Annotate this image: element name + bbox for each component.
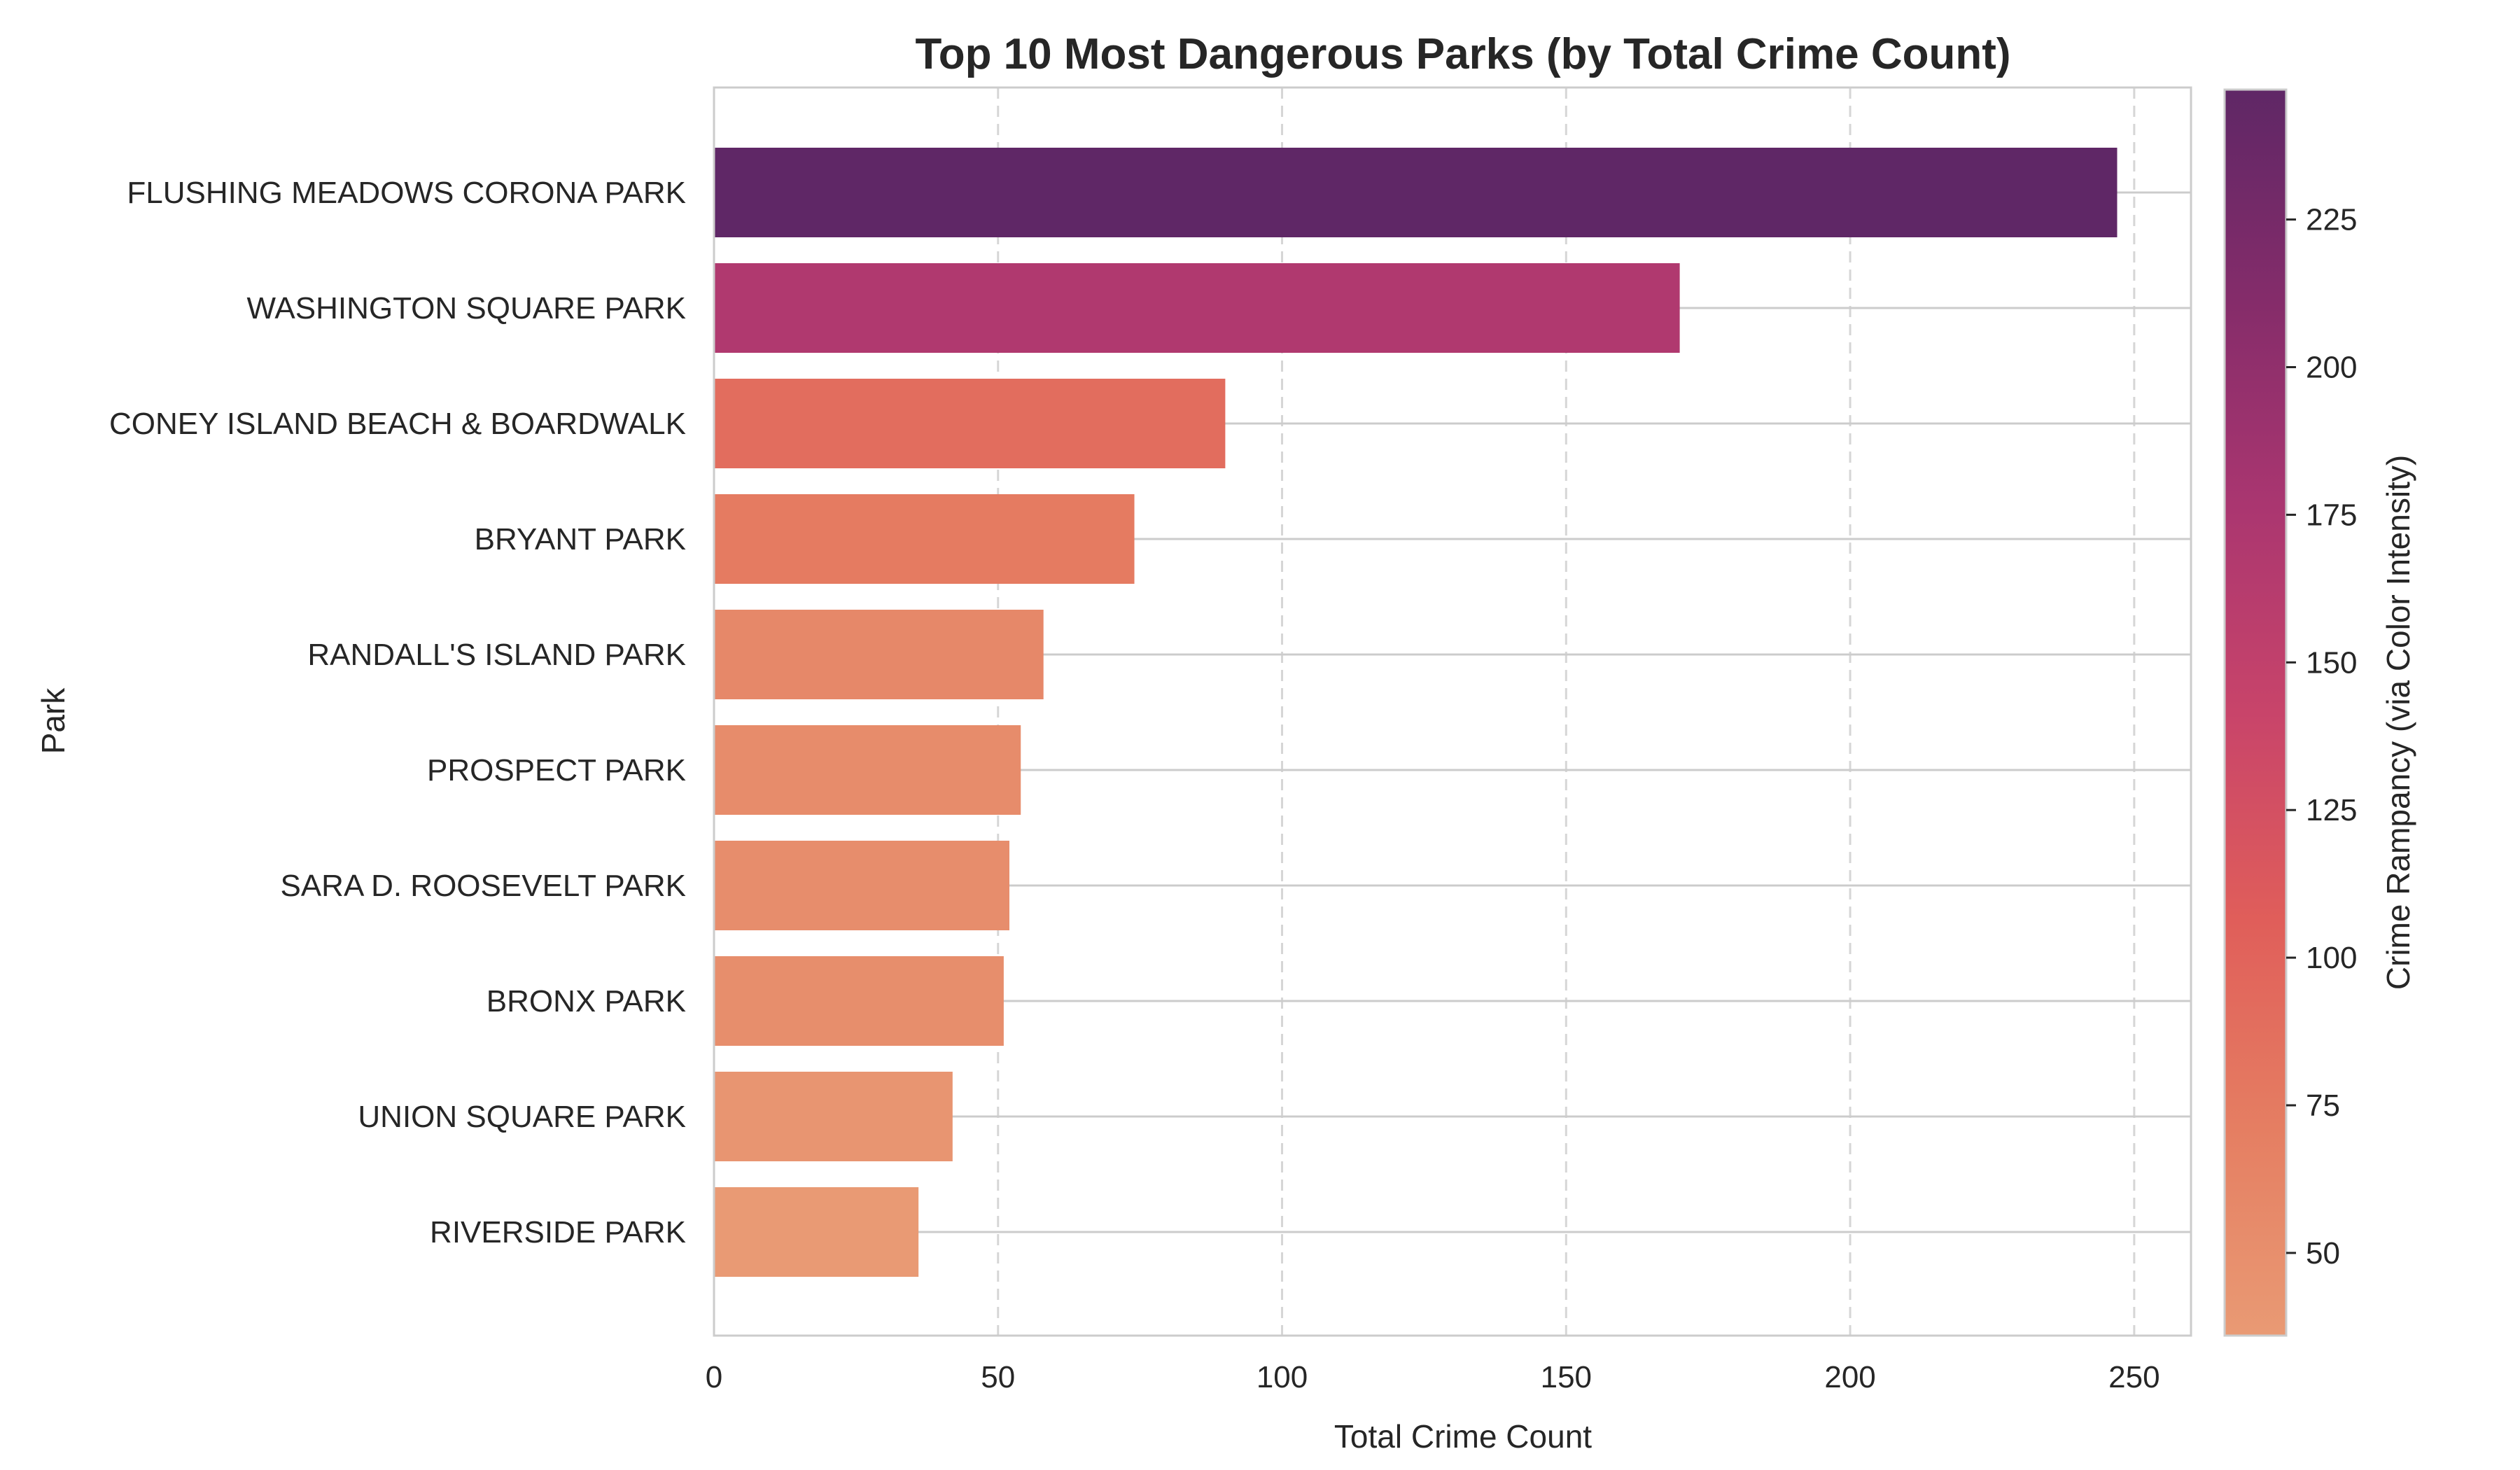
x-tick-label: 100	[1256, 1360, 1308, 1394]
x-tick-label: 200	[1824, 1360, 1875, 1394]
plot-area	[713, 86, 2192, 1337]
x-tick-label: 50	[981, 1360, 1015, 1394]
plot-frame	[713, 86, 2192, 1337]
bar	[714, 148, 2118, 237]
bar	[714, 494, 1135, 584]
bar	[714, 956, 1004, 1046]
y-axis-label: Park	[35, 687, 71, 755]
category-label: CONEY ISLAND BEACH & BOARDWALK	[109, 407, 686, 441]
bar	[714, 263, 1680, 353]
bar	[714, 841, 1009, 930]
category-label: UNION SQUARE PARK	[358, 1100, 686, 1134]
category-label: SARA D. ROOSEVELT PARK	[280, 869, 686, 903]
colorbar-gradient	[2225, 90, 2286, 1336]
x-tick-label: 150	[1541, 1360, 1592, 1394]
x-tick-label: 250	[2108, 1360, 2160, 1394]
bars	[714, 148, 2118, 1277]
colorbar-tick-label: 150	[2306, 645, 2357, 680]
colorbar-tick-label: 50	[2306, 1236, 2340, 1270]
chart-title: Top 10 Most Dangerous Parks (by Total Cr…	[915, 30, 2010, 78]
category-label: BRYANT PARK	[475, 522, 686, 556]
category-label: FLUSHING MEADOWS CORONA PARK	[127, 176, 686, 210]
colorbar-tick-label: 100	[2306, 941, 2357, 975]
colorbar-label: Crime Rampancy (via Color Intensity)	[2380, 455, 2416, 990]
category-label: BRONX PARK	[486, 984, 686, 1018]
colorbar-tick-label: 225	[2306, 203, 2357, 237]
x-axis-label: Total Crime Count	[1334, 1418, 1592, 1455]
x-tick-label: 0	[706, 1360, 722, 1394]
x-axis-ticks: 0 50 100 150 200 250	[706, 1360, 2160, 1394]
category-label: WASHINGTON SQUARE PARK	[247, 291, 687, 326]
colorbar: 50 75 100 125 150 175 200 225 Crime Rampancy (v…	[2223, 88, 2416, 1337]
bar	[714, 1187, 919, 1277]
colorbar-tick-label: 175	[2306, 498, 2357, 532]
bar	[714, 725, 1021, 815]
colorbar-frame	[2223, 88, 2288, 1337]
bar	[714, 1072, 953, 1161]
category-label: RANDALL'S ISLAND PARK	[307, 638, 686, 672]
colorbar-tick-label: 125	[2306, 793, 2357, 827]
bar	[714, 610, 1044, 699]
colorbar-tick-label: 75	[2306, 1088, 2340, 1123]
category-label: PROSPECT PARK	[427, 753, 686, 788]
y-axis-category-labels: FLUSHING MEADOWS CORONA PARK WASHINGTON S…	[109, 176, 686, 1250]
colorbar-ticks: 50 75 100 125 150 175 200 225	[2286, 203, 2357, 1270]
colorbar-tick-label: 200	[2306, 350, 2357, 384]
bar	[714, 379, 1226, 468]
category-label: RIVERSIDE PARK	[430, 1215, 686, 1250]
